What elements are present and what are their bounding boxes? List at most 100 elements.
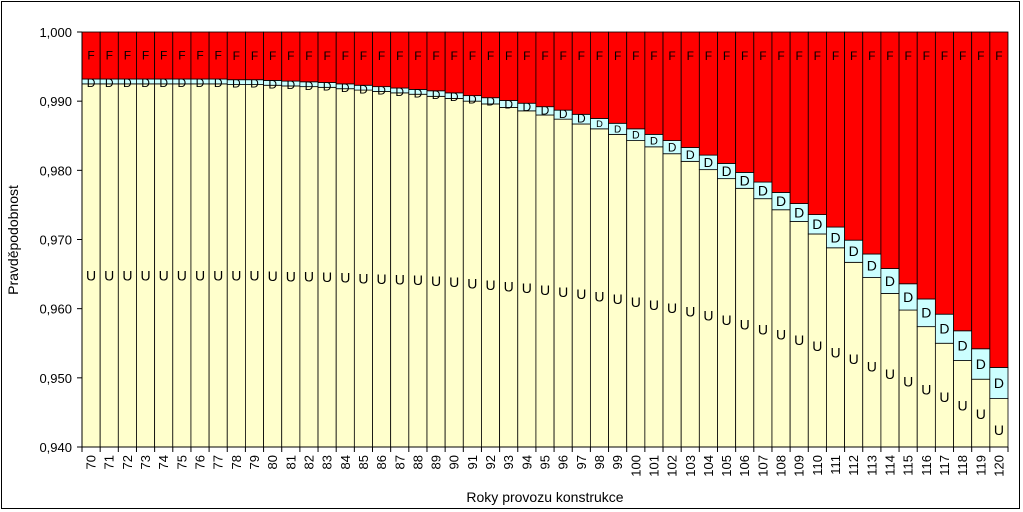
bar-u-89 [426, 95, 446, 448]
segment-label-u-73: U [140, 267, 150, 283]
segment-label-f-96: F [559, 49, 566, 63]
x-tick-label: 96 [556, 455, 571, 469]
x-tick-label: 73 [138, 455, 153, 469]
x-tick-label: 89 [429, 455, 444, 469]
x-tick-label: 80 [265, 455, 280, 469]
bar-u-78 [226, 84, 246, 448]
segment-label-u-84: U [340, 270, 350, 286]
segment-label-f-84: F [342, 49, 349, 63]
segment-label-d-93: D [504, 97, 513, 111]
x-tick-label: 94 [519, 455, 534, 469]
segment-label-d-92: D [486, 95, 495, 109]
segment-label-d-85: D [359, 82, 368, 96]
x-tick-label: 77 [211, 455, 226, 469]
segment-label-u-71: U [104, 267, 114, 283]
bar-u-70 [81, 83, 101, 448]
segment-label-u-82: U [304, 269, 314, 285]
segment-label-f-82: F [305, 49, 312, 63]
segment-label-f-76: F [196, 49, 203, 63]
segment-label-f-104: F [705, 49, 712, 63]
segment-label-u-96: U [558, 284, 568, 300]
x-tick-label: 71 [102, 455, 117, 469]
segment-label-d-120: D [994, 375, 1004, 391]
segment-label-u-89: U [431, 273, 441, 289]
x-tick-label: 84 [338, 455, 353, 469]
segment-label-u-112: U [849, 351, 859, 367]
segment-label-f-115: F [904, 49, 911, 63]
segment-label-u-104: U [703, 308, 713, 324]
bar-u-85 [353, 89, 373, 448]
bar-f-112 [844, 31, 864, 241]
x-tick-label: 118 [955, 455, 970, 476]
x-tick-label: 86 [374, 455, 389, 469]
segment-label-d-74: D [159, 76, 168, 90]
x-tick-label: 109 [792, 455, 807, 477]
x-tick-label: 103 [683, 455, 698, 477]
x-tick-label: 85 [356, 455, 371, 469]
x-tick-label: 98 [592, 455, 607, 469]
segment-label-d-119: D [976, 356, 986, 372]
segment-label-d-73: D [141, 76, 150, 90]
segment-label-d-97: D [577, 111, 586, 125]
segment-label-f-112: F [850, 49, 857, 63]
x-tick-label: 120 [991, 455, 1006, 477]
segment-label-d-84: D [341, 81, 350, 95]
x-tick-label: 72 [120, 455, 135, 469]
segment-label-f-97: F [578, 49, 585, 63]
x-tick-label: 92 [483, 455, 498, 469]
bar-u-87 [390, 92, 410, 448]
segment-label-u-83: U [322, 269, 332, 285]
segment-label-f-88: F [414, 49, 421, 63]
x-tick-label: 87 [392, 455, 407, 469]
bar-u-75 [172, 83, 192, 448]
segment-label-d-75: D [178, 76, 187, 90]
segment-label-u-113: U [867, 358, 877, 374]
x-tick-label: 88 [410, 455, 425, 469]
segment-label-u-119: U [976, 406, 986, 422]
segment-label-u-80: U [268, 268, 278, 284]
segment-label-f-117: F [941, 49, 948, 63]
segment-label-d-79: D [250, 77, 259, 91]
segment-label-f-94: F [523, 49, 530, 63]
segment-label-d-104: D [704, 155, 713, 170]
segment-label-d-105: D [722, 164, 732, 179]
bar-u-90 [444, 98, 464, 448]
y-tick-label: 0,990 [39, 94, 72, 109]
segment-label-u-93: U [504, 278, 514, 294]
x-tick-label: 91 [465, 455, 480, 469]
bar-u-83 [317, 86, 337, 448]
segment-label-u-115: U [903, 374, 913, 390]
bar-f-92 [481, 31, 501, 99]
segment-label-f-116: F [923, 49, 930, 63]
segment-label-u-100: U [631, 294, 641, 310]
bar-u-92 [481, 103, 501, 448]
segment-label-f-110: F [814, 49, 821, 63]
segment-label-u-99: U [613, 291, 623, 307]
x-tick-label: 82 [301, 455, 316, 469]
x-tick-label: 101 [646, 455, 661, 477]
segment-label-f-73: F [142, 49, 149, 63]
segment-label-u-106: U [740, 316, 750, 332]
segment-label-d-117: D [939, 321, 949, 337]
x-tick-label: 90 [447, 455, 462, 469]
x-tick-label: 81 [283, 455, 298, 469]
y-axis-title: Pravděpodobnost [5, 185, 21, 295]
segment-label-u-120: U [994, 422, 1004, 438]
bar-u-71 [99, 83, 119, 448]
segment-label-d-113: D [867, 258, 877, 274]
bar-u-77 [208, 83, 228, 448]
segment-label-f-91: F [469, 49, 476, 63]
x-tick-label: 105 [719, 455, 734, 477]
bar-u-76 [190, 83, 210, 448]
x-tick-label: 70 [84, 455, 99, 469]
bar-f-95 [535, 31, 555, 108]
segment-label-u-88: U [413, 272, 423, 288]
x-axis-title: Roky provozu konstrukce [466, 489, 623, 505]
bar-u-80 [263, 84, 283, 448]
bar-f-114 [880, 31, 900, 269]
segment-label-d-72: D [123, 76, 132, 90]
segment-label-d-101: D [650, 136, 658, 148]
segment-label-u-91: U [467, 275, 477, 291]
segment-label-u-95: U [540, 282, 550, 298]
segment-label-d-82: D [305, 79, 314, 93]
